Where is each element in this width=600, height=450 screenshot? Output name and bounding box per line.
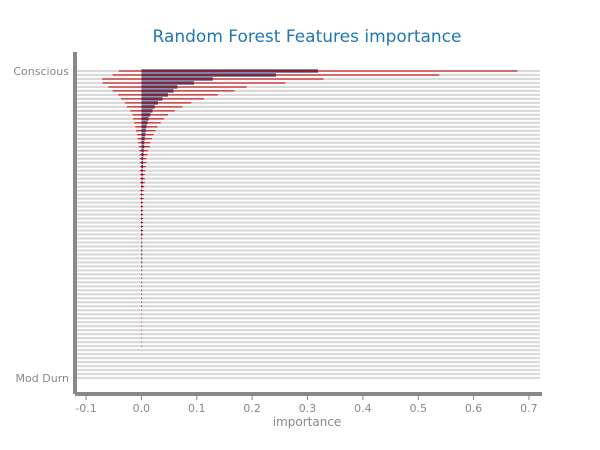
row-band <box>75 245 540 248</box>
row-band <box>75 293 540 296</box>
row-band <box>75 173 540 176</box>
row-band <box>75 217 540 220</box>
row-band <box>75 352 540 356</box>
row-band <box>75 301 540 304</box>
row-band <box>75 321 540 324</box>
row-band <box>75 81 540 85</box>
row-band <box>75 105 540 108</box>
row-band <box>75 189 540 192</box>
y-tick-labels: Conscious Mod Durn <box>13 65 69 385</box>
row-band <box>75 372 540 376</box>
row-band <box>75 93 540 97</box>
row-band <box>75 297 540 300</box>
row-band <box>75 149 540 152</box>
x-tick-label: 0.1 <box>188 402 206 415</box>
row-band <box>75 117 540 120</box>
chart-title: Random Forest Features importance <box>153 27 462 47</box>
row-band <box>75 201 540 204</box>
x-tick-label: 0.5 <box>409 402 427 415</box>
x-ticks: -0.1 0.0 0.1 0.2 0.3 0.4 0.5 0.6 0.7 <box>75 396 538 415</box>
row-band <box>75 341 540 344</box>
y-tick-label-first: Conscious <box>13 65 69 78</box>
row-bands <box>75 69 540 380</box>
row-band <box>75 133 540 136</box>
row-band <box>75 265 540 268</box>
row-band <box>75 249 540 252</box>
x-axis-label: importance <box>273 415 342 429</box>
row-band <box>75 305 540 308</box>
row-band <box>75 113 540 116</box>
row-band <box>75 153 540 156</box>
row-band <box>75 313 540 316</box>
row-band <box>75 289 540 292</box>
row-band <box>75 344 540 348</box>
row-band <box>75 89 540 93</box>
row-band <box>75 109 540 112</box>
row-band <box>75 145 540 148</box>
row-band <box>75 225 540 228</box>
row-band <box>75 325 540 328</box>
row-band <box>75 356 540 360</box>
row-band <box>75 261 540 264</box>
row-band <box>75 368 540 372</box>
x-tick-label: -0.1 <box>75 402 96 415</box>
row-band <box>75 165 540 168</box>
row-band <box>75 237 540 240</box>
error-bars <box>102 70 518 347</box>
x-tick-label: 0.7 <box>520 402 538 415</box>
row-band <box>75 233 540 236</box>
row-band <box>75 161 540 164</box>
row-band <box>75 241 540 244</box>
row-band <box>75 277 540 280</box>
x-tick-label: 0.4 <box>354 402 372 415</box>
row-band <box>75 129 540 132</box>
row-band <box>75 97 540 101</box>
row-band <box>75 364 540 368</box>
x-tick-label: 0.2 <box>243 402 261 415</box>
row-band <box>75 213 540 216</box>
row-band <box>75 360 540 364</box>
row-band <box>75 121 540 124</box>
row-band <box>75 197 540 200</box>
x-tick-label: 0.3 <box>299 402 317 415</box>
row-band <box>75 273 540 276</box>
row-band <box>75 281 540 284</box>
row-band <box>75 141 540 144</box>
x-tick-label: 0.0 <box>133 402 151 415</box>
row-band <box>75 101 540 105</box>
axes <box>73 52 542 396</box>
row-band <box>75 253 540 256</box>
row-band <box>75 125 540 128</box>
row-band <box>75 177 540 180</box>
row-band <box>75 85 540 89</box>
row-band <box>75 333 540 336</box>
row-band <box>75 337 540 340</box>
x-tick-label: 0.6 <box>465 402 483 415</box>
y-tick-label-last: Mod Durn <box>16 372 69 385</box>
row-band <box>75 229 540 232</box>
row-band <box>75 181 540 184</box>
row-band <box>75 309 540 312</box>
row-band <box>75 285 540 288</box>
row-band <box>75 205 540 208</box>
row-band <box>75 221 540 224</box>
row-band <box>75 329 540 332</box>
row-band <box>75 137 540 140</box>
row-band <box>75 169 540 172</box>
row-band <box>75 157 540 160</box>
row-band <box>75 209 540 212</box>
row-band <box>75 193 540 196</box>
row-band <box>75 317 540 320</box>
row-band <box>75 376 540 380</box>
row-band <box>75 185 540 188</box>
row-band <box>75 257 540 260</box>
row-band <box>75 348 540 352</box>
row-band <box>75 269 540 272</box>
